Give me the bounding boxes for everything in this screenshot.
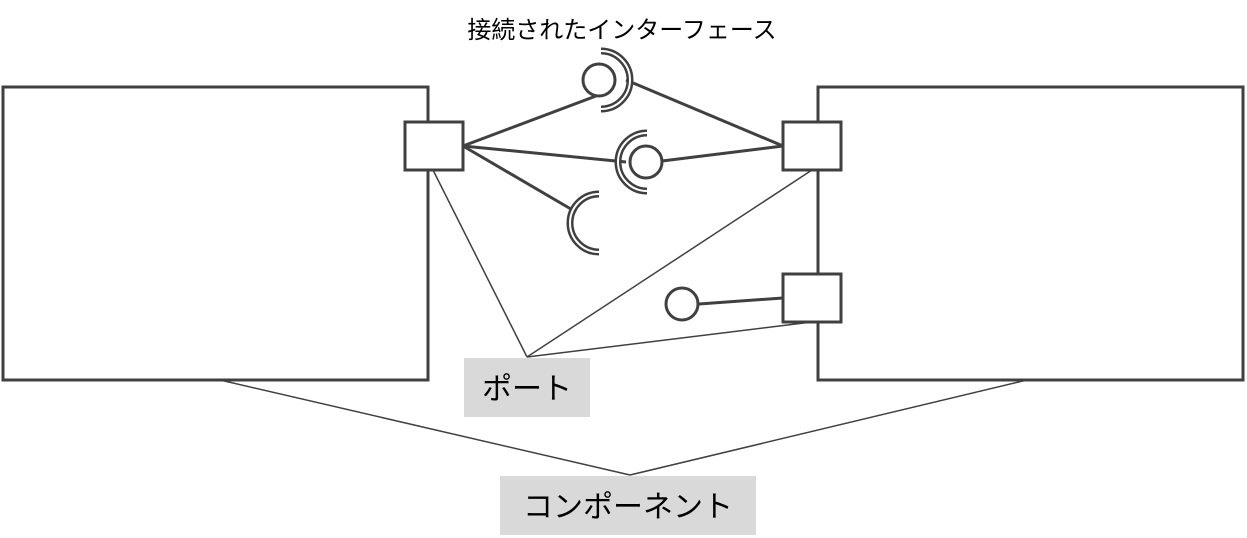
- socket-icon: [566, 190, 600, 256]
- provided-interface-ball-icon: [664, 286, 700, 322]
- component-left: [1, 85, 430, 382]
- component-callout-line-left: [219, 379, 631, 476]
- connection-line: [462, 94, 597, 148]
- connected-interface-label: 接続されたインターフェース: [467, 16, 776, 44]
- connection-line: [698, 296, 784, 306]
- component-label-box: [500, 476, 756, 535]
- component-right: [816, 85, 1245, 382]
- interface-connections: [462, 78, 784, 306]
- port-label: ポート: [482, 372, 572, 407]
- component-label: コンポーネント: [523, 490, 733, 525]
- connection-line: [462, 144, 577, 214]
- connected-interface-top: [581, 47, 634, 113]
- connection-line: [661, 144, 784, 163]
- port-callout-line-left: [432, 169, 528, 358]
- required-interface: [566, 190, 600, 256]
- connected-interface-middle: [614, 129, 664, 195]
- component-callout-lines: [219, 379, 1028, 476]
- connection-line: [462, 144, 627, 164]
- ball-icon: [581, 62, 617, 98]
- port-label-box: [464, 358, 590, 417]
- port-callout-line-right-top: [526, 169, 813, 358]
- port-callout-lines: [432, 169, 813, 358]
- port-left: [403, 120, 465, 172]
- port-right-bottom: [781, 272, 843, 324]
- port-callout-line-right-bottom: [526, 321, 813, 358]
- ball-icon: [628, 144, 664, 180]
- connection-line: [625, 78, 784, 148]
- port-right-top: [781, 120, 843, 172]
- component-callout-line-right: [629, 379, 1028, 476]
